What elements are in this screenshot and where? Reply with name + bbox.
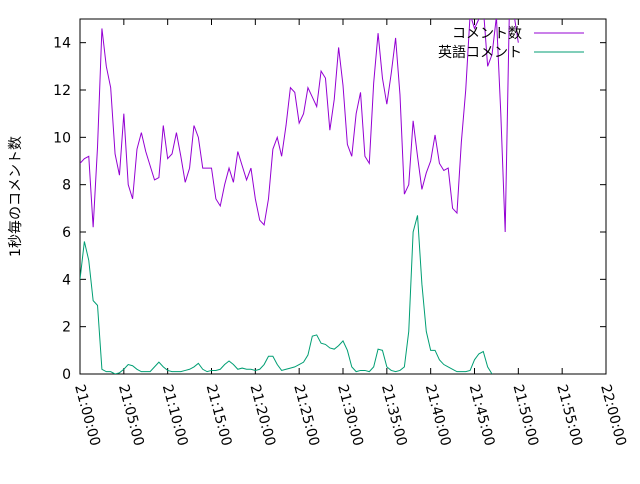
x-tick-label: 22:00:00	[597, 383, 629, 448]
y-axis-label: 1秒毎のコメント数	[8, 136, 24, 257]
plot-frame	[79, 18, 607, 375]
legend-label-1: コメント数	[452, 26, 522, 42]
x-tick-label: 21:25:00	[290, 383, 322, 448]
x-tick-label: 21:55:00	[553, 383, 585, 448]
y-tick-label: 14	[53, 36, 71, 52]
x-tick-label: 21:45:00	[466, 383, 498, 448]
x-tick-label: 21:40:00	[422, 383, 454, 448]
x-tick-label: 21:35:00	[378, 383, 410, 448]
y-tick-label: 2	[62, 320, 71, 336]
legend-label-2: 英語コメント	[438, 44, 522, 61]
y-tick-label: 12	[53, 83, 71, 99]
x-tick-label: 21:00:00	[71, 383, 103, 448]
x-tick-label: 21:20:00	[246, 383, 278, 448]
y-tick-label: 10	[53, 130, 71, 146]
x-tick-label: 21:05:00	[115, 383, 147, 448]
x-tick-label: 21:50:00	[509, 383, 541, 448]
x-tick-label: 21:15:00	[203, 383, 235, 448]
series-line-1	[80, 19, 519, 233]
series-line-2	[80, 215, 493, 374]
x-tick-label: 21:10:00	[159, 383, 191, 448]
y-tick-label: 4	[62, 272, 71, 288]
y-tick-label: 8	[62, 178, 71, 194]
x-tick-label: 21:30:00	[334, 383, 366, 448]
y-tick-label: 6	[62, 225, 71, 241]
y-tick-label: 0	[62, 367, 71, 383]
